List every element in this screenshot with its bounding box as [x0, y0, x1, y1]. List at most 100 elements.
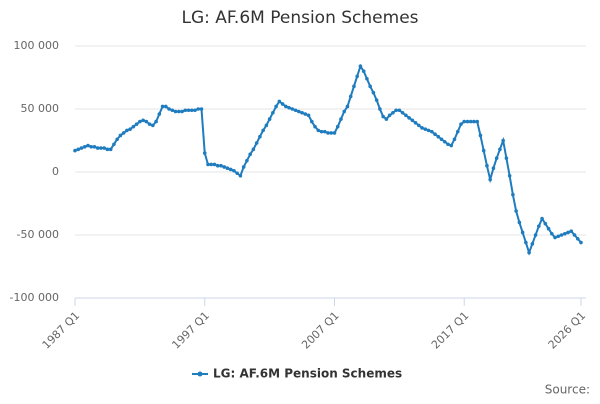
point: [193, 108, 197, 113]
point: [271, 110, 275, 115]
point: [352, 84, 356, 89]
point: [374, 98, 379, 102]
point: [251, 147, 256, 152]
point: [423, 127, 428, 131]
point: [326, 131, 330, 135]
y-tick-label: 0: [52, 165, 59, 178]
point: [446, 142, 450, 147]
point: [108, 147, 113, 152]
y-tick-label: -100 000: [10, 291, 59, 304]
point: [92, 145, 97, 149]
point: [361, 69, 366, 73]
point: [501, 138, 505, 143]
point: [209, 162, 214, 167]
point: [258, 134, 262, 139]
point: [225, 166, 230, 171]
point: [313, 124, 317, 129]
point: [183, 108, 188, 113]
point: [498, 147, 502, 152]
point: [202, 151, 207, 155]
point: [79, 146, 84, 150]
point: [391, 110, 395, 115]
point: [533, 233, 538, 237]
point: [290, 107, 295, 111]
point: [404, 113, 408, 118]
x-tick-label: 2017 Q1: [429, 309, 472, 352]
point: [125, 128, 129, 133]
point: [170, 108, 175, 113]
point: [309, 119, 314, 124]
point: [293, 108, 298, 113]
point: [86, 143, 90, 148]
point: [400, 110, 405, 115]
point: [407, 116, 411, 120]
legend-marker: [197, 371, 203, 377]
point: [138, 119, 142, 124]
point: [147, 122, 152, 126]
point: [267, 117, 272, 121]
point: [180, 109, 184, 114]
point: [365, 76, 369, 81]
point: [546, 226, 551, 231]
point: [420, 126, 424, 130]
point: [316, 128, 321, 133]
point: [157, 112, 162, 116]
point: [151, 123, 155, 128]
point: [540, 216, 544, 221]
point: [222, 165, 227, 169]
point: [196, 107, 201, 111]
point: [358, 64, 363, 68]
point: [342, 109, 347, 114]
point: [507, 173, 512, 178]
point: [478, 133, 483, 138]
point: [530, 242, 535, 246]
point: [287, 105, 291, 110]
point: [368, 84, 372, 89]
point: [297, 109, 301, 114]
point: [371, 90, 376, 95]
point: [280, 102, 285, 106]
point: [274, 104, 278, 109]
point: [82, 145, 87, 149]
point: [121, 131, 126, 135]
point: [413, 121, 418, 125]
point: [164, 104, 168, 109]
point: [215, 163, 220, 168]
point: [206, 162, 210, 167]
point: [426, 128, 431, 133]
point: [134, 122, 139, 126]
point: [462, 119, 467, 124]
point: [556, 234, 561, 239]
point: [481, 148, 486, 153]
point: [394, 108, 398, 113]
point: [329, 131, 334, 135]
point: [553, 235, 557, 240]
point: [89, 145, 94, 149]
point: [543, 221, 548, 226]
point: [102, 146, 106, 150]
point: [472, 119, 476, 124]
point: [306, 113, 311, 118]
point: [332, 131, 337, 135]
point: [95, 146, 100, 150]
point: [284, 104, 288, 109]
x-tick-label: 2026 Q1: [546, 309, 589, 352]
point: [517, 220, 522, 225]
point: [387, 113, 392, 118]
point: [524, 240, 528, 245]
point: [322, 129, 327, 134]
point: [562, 231, 567, 236]
point: [381, 114, 385, 119]
point: [167, 107, 171, 111]
x-tick-label: 1997 Q1: [169, 309, 212, 352]
point: [141, 118, 145, 123]
point: [277, 99, 282, 104]
source: Source:: [545, 383, 590, 397]
point: [173, 109, 178, 114]
point: [238, 173, 243, 178]
point: [235, 171, 239, 176]
point: [303, 112, 308, 116]
point: [345, 104, 350, 109]
point: [520, 230, 525, 235]
